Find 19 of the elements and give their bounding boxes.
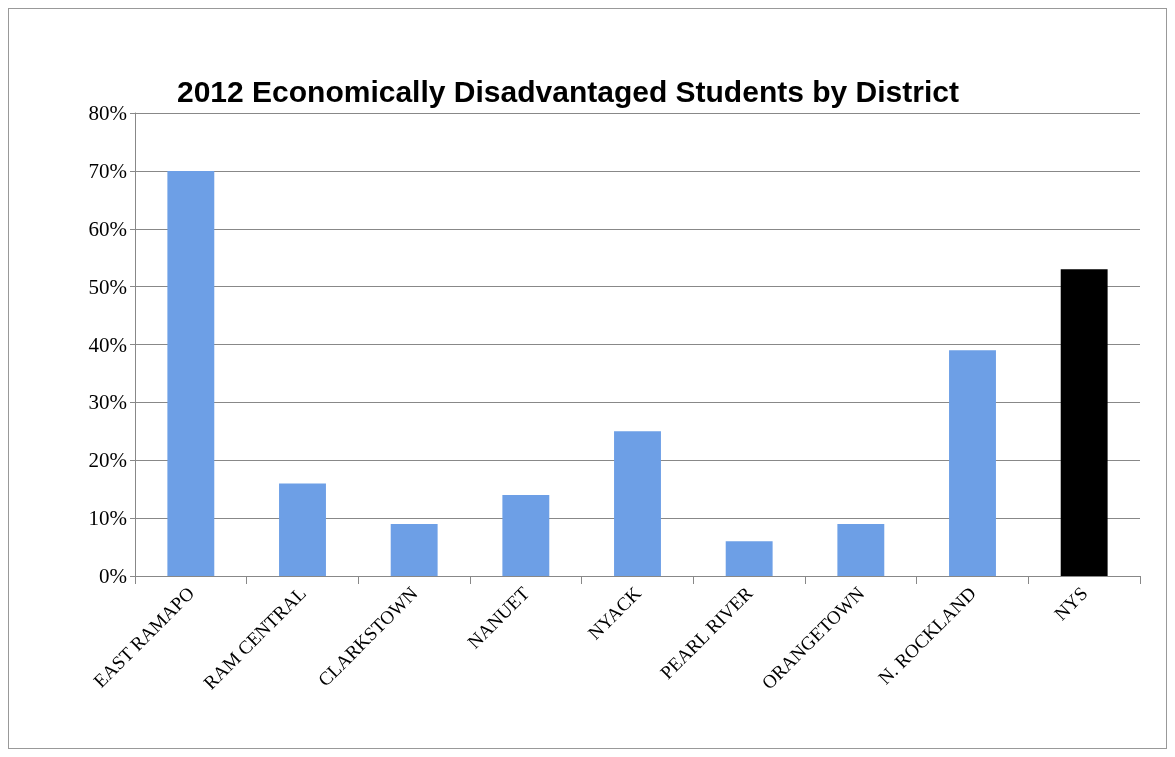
bar [390, 523, 438, 576]
y-tick-label: 60% [88, 216, 127, 241]
bar [279, 483, 326, 576]
bar [725, 541, 773, 576]
y-tick-label: 50% [88, 274, 127, 299]
chart-title: 2012 Economically Disadvantaged Students by District [177, 74, 959, 108]
y-tick-label: 40% [88, 332, 127, 357]
y-tick-label: 10% [88, 506, 127, 531]
bar [502, 494, 550, 576]
bar [167, 170, 215, 576]
bar [1060, 269, 1108, 576]
y-tick-label: 70% [88, 158, 127, 183]
bar [837, 523, 885, 576]
y-tick-label: 30% [88, 390, 127, 415]
y-tick-label: 0% [99, 564, 127, 588]
y-tick-label: 80% [88, 101, 127, 125]
bar [949, 350, 996, 576]
y-tick-label: 20% [88, 448, 127, 473]
bar [614, 431, 661, 576]
